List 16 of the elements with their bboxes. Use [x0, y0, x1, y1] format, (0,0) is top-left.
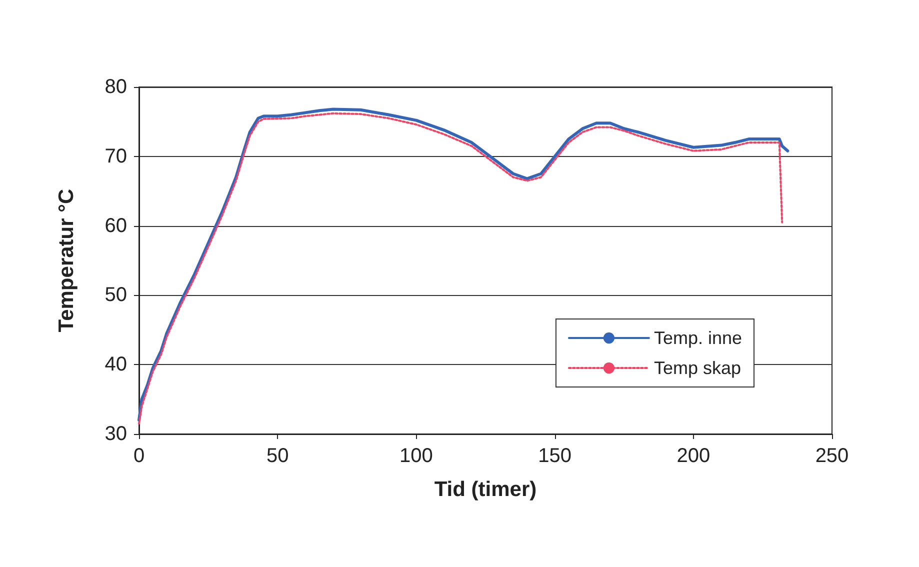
x-tick-label: 0 — [133, 445, 145, 467]
legend-label: Temp skap — [654, 358, 741, 378]
x-tick-label: 100 — [400, 445, 433, 467]
y-axis-title: Temperatur °C — [55, 188, 78, 332]
x-tick-label: 250 — [815, 445, 849, 467]
x-tick-label: 150 — [538, 445, 572, 467]
y-tick-label: 40 — [104, 354, 127, 376]
y-tick-label: 70 — [104, 145, 127, 168]
y-tick-label: 50 — [104, 284, 127, 306]
x-axis-title: Tid (timer) — [434, 478, 537, 501]
y-tick-label: 30 — [104, 423, 127, 445]
legend-label: Temp. inne — [654, 328, 742, 348]
y-tick-label: 60 — [104, 214, 127, 237]
y-tick-label: 80 — [104, 76, 127, 98]
x-tick-label: 200 — [676, 445, 710, 467]
x-tick-label: 50 — [266, 445, 289, 467]
